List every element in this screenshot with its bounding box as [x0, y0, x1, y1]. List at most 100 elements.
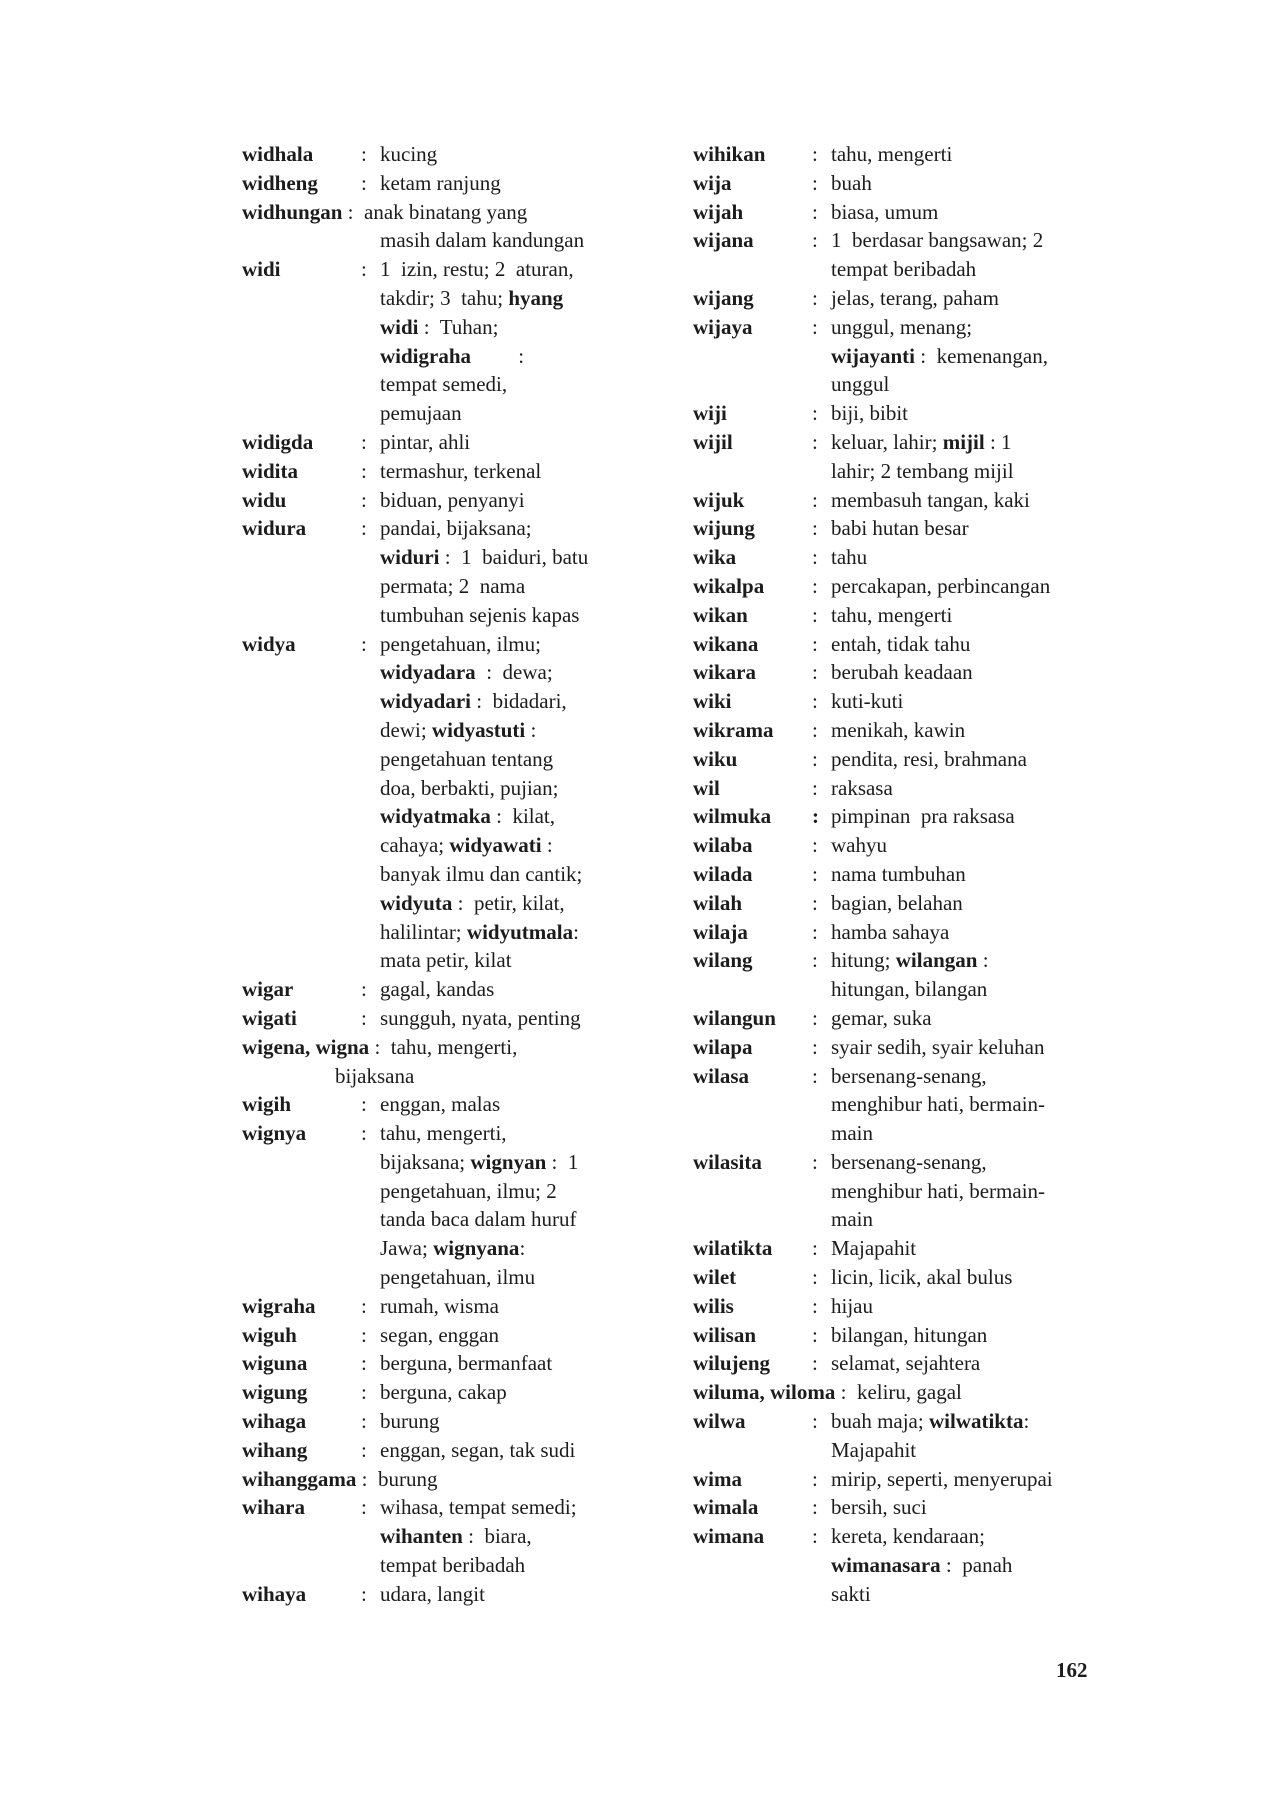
definition-text: burung: [380, 1409, 440, 1434]
sub-headword: widyadara: [380, 660, 476, 685]
definition: burung: [380, 1407, 702, 1436]
sub-headword: wignyan: [470, 1149, 547, 1174]
definition-text: tempat beribadah: [380, 1553, 526, 1578]
definition-text: mata petir, kilat: [380, 948, 512, 973]
separator-colon: :: [812, 948, 818, 973]
dictionary-entry: wilujeng: selamat, sejahtera: [693, 1349, 1153, 1378]
sub-headword: wilwatikta: [928, 1409, 1024, 1434]
definition-text: pengetahuan tentang: [380, 746, 554, 771]
definition-text: menikah, kawin: [831, 717, 966, 742]
dictionary-entry: wihikan: tahu, mengerti: [693, 140, 1153, 169]
definition: berguna, cakap: [380, 1378, 702, 1407]
definition-text: tahu: [831, 545, 868, 570]
sub-headword: widyuta: [380, 890, 453, 915]
separator-colon: :: [356, 1466, 378, 1491]
separator-colon: :: [812, 689, 818, 714]
separator-colon: :: [361, 977, 367, 1002]
definition-text: biduan, penyanyi: [380, 487, 525, 512]
definition-text: berubah keadaan: [831, 660, 973, 685]
separator-colon: :: [812, 199, 818, 224]
definition-text: percakapan, perbincangan: [831, 573, 1051, 598]
definition: babi hutan besar: [831, 514, 1153, 543]
separator-colon: :: [812, 314, 818, 339]
definition: nama tumbuhan: [831, 860, 1153, 889]
dictionary-entry: wikan: tahu, mengerti: [693, 601, 1153, 630]
sub-headword: widyatmaka: [380, 804, 491, 829]
definition-text: cahaya;: [380, 833, 450, 858]
definition-text: dewi;: [380, 717, 432, 742]
headword: wimana: [693, 1524, 765, 1549]
definition-text: babi hutan besar: [831, 516, 969, 541]
dictionary-entry: widhungan : anak binatang yang masih dala…: [242, 198, 702, 256]
headword: wilujeng: [693, 1351, 771, 1376]
definition-text: gemar, suka: [831, 1005, 932, 1030]
dictionary-entry: wijil: keluar, lahir; mijil : 1 lahir; 2 t…: [693, 428, 1153, 486]
definition: wahyu: [831, 831, 1153, 860]
headword: wihaga: [242, 1409, 307, 1434]
definition-text: keluar, lahir;: [831, 429, 943, 454]
separator-colon: :: [812, 1149, 818, 1174]
definition: buah maja; wilwatikta: Majapahit: [831, 1407, 1153, 1465]
definition-text: hijau: [831, 1293, 873, 1318]
separator-colon: :: [361, 1380, 367, 1405]
definition: gemar, suka: [831, 1004, 1153, 1033]
definition-text: udara, langit: [380, 1581, 485, 1606]
separator-colon: :: [812, 170, 818, 195]
definition-text: : 1: [546, 1149, 579, 1174]
definition: kucing: [380, 140, 702, 169]
definition-text: : dewa;: [475, 660, 553, 685]
separator-colon: :: [812, 717, 818, 742]
headword: wigar: [242, 977, 294, 1002]
definition: bijaksana: [242, 1062, 702, 1091]
headword: wigraha: [242, 1293, 316, 1318]
definition-text: main: [831, 1207, 873, 1232]
dictionary-entry: wihaya: udara, langit: [242, 1580, 702, 1609]
dictionary-column-right: wihikan: tahu, mengerti wija: buah wijah: bia…: [693, 140, 1153, 1609]
dictionary-column-left: widhala: kucing widheng: ketam ranjung widhu…: [242, 140, 702, 1609]
dictionary-entry: widita: termashur, terkenal: [242, 457, 702, 486]
definition: udara, langit: [380, 1580, 702, 1609]
definition: enggan, segan, tak sudi: [380, 1436, 702, 1465]
dictionary-entry: wilaja: hamba sahaya: [693, 918, 1153, 947]
headword: wigung: [242, 1380, 308, 1405]
definition-text: halilintar;: [380, 919, 467, 944]
definition: wihasa, tempat semedi; wihanten : biara, t…: [380, 1493, 702, 1579]
definition-text: :: [541, 833, 553, 858]
headword: wijah: [693, 199, 744, 224]
definition-text: lahir; 2 tembang mijil: [831, 458, 1014, 483]
headword: wignya: [242, 1121, 307, 1146]
headword: wilet: [693, 1265, 737, 1290]
headword: wijana: [693, 228, 754, 253]
separator-colon: :: [361, 458, 367, 483]
definition: biji, bibit: [831, 399, 1153, 428]
separator-colon: :: [361, 142, 367, 166]
dictionary-entry: widu: biduan, penyanyi: [242, 486, 702, 515]
definition-text: tahu, mengerti,: [390, 1034, 518, 1059]
definition-text: menghibur hati, bermain-: [831, 1178, 1046, 1203]
definition-text: buah: [831, 170, 872, 195]
definition-text: tumbuhan sejenis kapas: [380, 602, 580, 627]
definition-text: pengetahuan, ilmu: [380, 1265, 536, 1290]
definition: segan, enggan: [380, 1321, 702, 1350]
definition: hitung; wilangan : hitungan, bilangan: [831, 946, 1153, 1004]
headword: wilada: [693, 861, 753, 886]
separator-colon: :: [812, 1034, 818, 1059]
separator-colon: :: [361, 1092, 367, 1117]
definition-text: pemujaan: [380, 401, 462, 426]
definition: biasa, umum: [831, 198, 1153, 227]
dictionary-entry: wihang: enggan, segan, tak sudi: [242, 1436, 702, 1465]
definition-text: 1 izin, restu; 2 aturan,: [380, 257, 574, 282]
separator-colon: :: [812, 142, 818, 166]
separator-colon: :: [361, 1409, 367, 1434]
sub-headword: widyutmala: [466, 919, 574, 944]
dictionary-entry: wijang: jelas, terang, paham: [693, 284, 1153, 313]
definition-text: : 1 baiduri, batu: [439, 545, 589, 570]
headword: wihara: [242, 1495, 305, 1520]
separator-colon: :: [361, 429, 367, 454]
definition-text: : kilat,: [490, 804, 556, 829]
definition: bersih, suci: [831, 1493, 1153, 1522]
headword: wikana: [693, 631, 759, 656]
dictionary-entry: wilwa: buah maja; wilwatikta: Majapahit: [693, 1407, 1153, 1465]
definition-text: Jawa;: [380, 1236, 434, 1261]
definition-text: sakti: [831, 1581, 871, 1606]
